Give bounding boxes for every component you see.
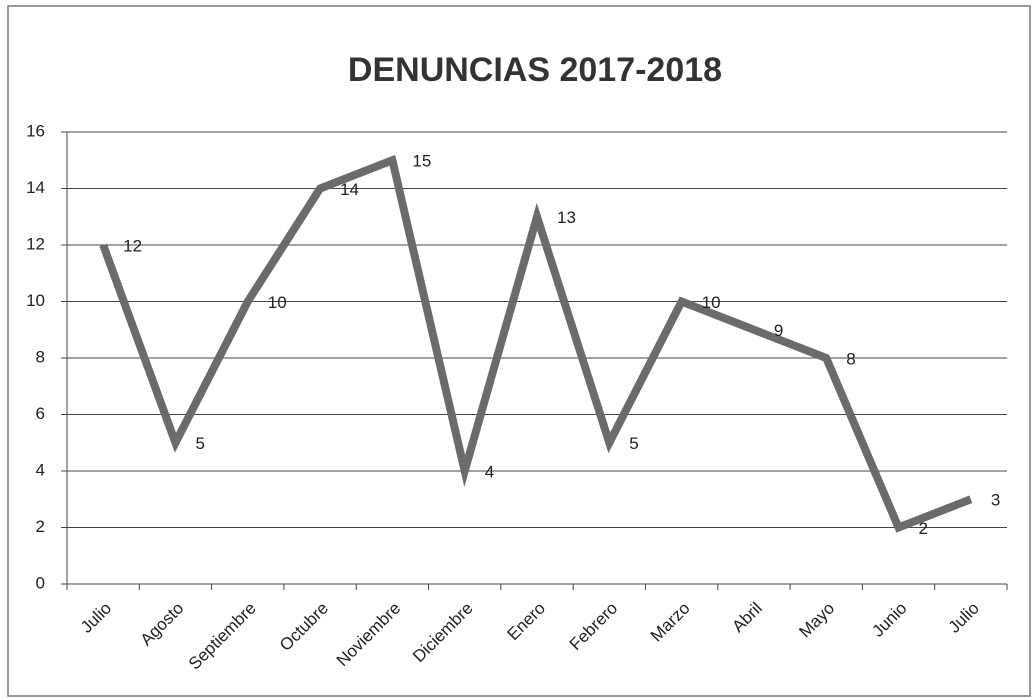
data-label: 12: [123, 236, 142, 255]
data-label: 4: [485, 462, 494, 481]
data-label: 14: [340, 180, 359, 199]
y-tick-label: 10: [26, 291, 45, 310]
data-label: 2: [919, 519, 928, 538]
data-label: 5: [195, 434, 204, 453]
chart-border: [7, 5, 1031, 697]
y-tick-label: 0: [36, 573, 45, 592]
chart-title: DENUNCIAS 2017-2018: [348, 51, 722, 89]
data-label: 10: [268, 293, 287, 312]
y-tick-label: 6: [36, 404, 45, 423]
data-label: 9: [774, 321, 783, 340]
data-label: 10: [702, 293, 721, 312]
y-tick-label: 2: [36, 517, 45, 536]
y-tick-label: 16: [26, 121, 45, 140]
data-label: 8: [846, 349, 855, 368]
data-label: 13: [557, 208, 576, 227]
y-tick-label: 8: [36, 347, 45, 366]
data-label: 3: [991, 491, 1000, 510]
data-label: 5: [629, 434, 638, 453]
y-tick-label: 4: [36, 460, 45, 479]
y-tick-label: 14: [26, 178, 45, 197]
data-label: 15: [412, 152, 431, 171]
data-line: [99, 154, 973, 533]
y-tick-label: 12: [26, 234, 45, 253]
